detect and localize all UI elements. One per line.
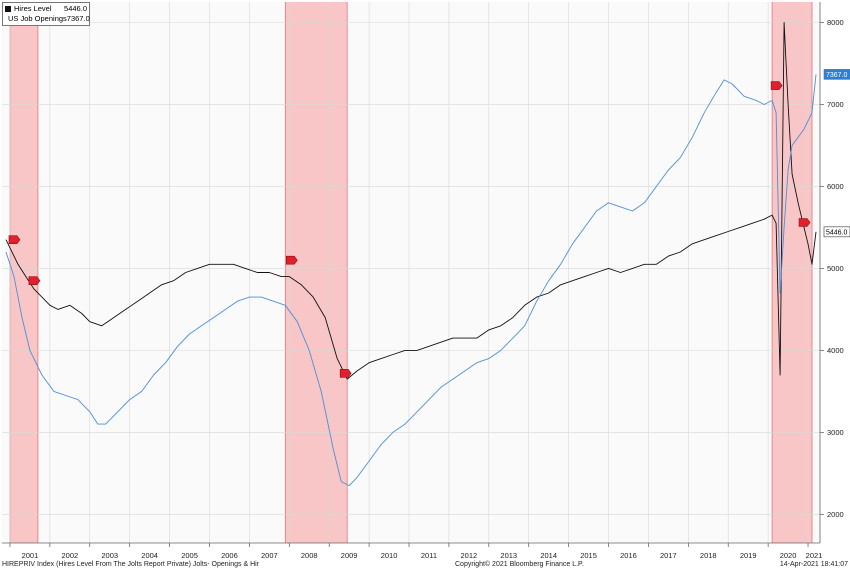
- last-value-text-hires: 5446.0: [826, 229, 848, 236]
- event-marker: [8, 235, 21, 245]
- x-tick-label: 2015: [580, 551, 597, 560]
- legend-item-openings: US Job Openings 7367.0: [5, 14, 90, 24]
- x-tick-label: 2008: [301, 551, 318, 560]
- last-value-tags: 5446.0 7367.0: [823, 69, 850, 238]
- markers: [8, 81, 811, 378]
- series-line-openings: [5, 74, 817, 487]
- recession-band: [285, 2, 348, 543]
- series-lines: [5, 22, 817, 487]
- x-tick-label: 2017: [660, 551, 677, 560]
- event-marker: [285, 255, 298, 265]
- y-tick-label: 8000: [827, 18, 844, 27]
- y-tick-label: 6000: [827, 182, 844, 191]
- x-tick-label: 2005: [181, 551, 198, 560]
- x-tick-label: 2012: [461, 551, 478, 560]
- event-marker: [770, 81, 783, 90]
- y-tick-label: 7000: [827, 100, 844, 109]
- y-tick-label: 2000: [827, 510, 844, 519]
- x-tick-label: 2011: [421, 551, 437, 560]
- legend-item-hires: Hires Level 5446.0: [5, 4, 87, 14]
- x-tick-label: 2001: [22, 551, 39, 560]
- footer-copyright: Copyright© 2021 Bloomberg Finance L.P.: [455, 561, 584, 568]
- plot-area: [2, 2, 820, 543]
- event-marker: [798, 218, 811, 227]
- x-tick-label: 2016: [620, 551, 637, 560]
- y-axis: 2000 3000 4000 5000 6000 7000 8000: [819, 2, 844, 543]
- event-marker: [28, 276, 41, 285]
- recession-band: [9, 2, 38, 543]
- x-tick-label: 2010: [381, 551, 398, 560]
- legend-value-hires: 5446.0: [64, 4, 87, 13]
- legend-value-openings: 7367.0: [66, 14, 90, 23]
- x-tick-label: 2018: [700, 551, 717, 560]
- y-tick-label: 3000: [827, 428, 844, 437]
- grid-lines: [2, 2, 820, 543]
- x-tick-label: 2004: [141, 551, 158, 560]
- x-tick-label: 2003: [101, 551, 118, 560]
- series-line-hires: [5, 22, 817, 380]
- last-value-tag-hires: [823, 226, 850, 238]
- x-tick-label: 2014: [540, 551, 557, 560]
- recession-band: [772, 2, 813, 543]
- event-marker: [339, 369, 352, 378]
- x-tick-label: 2021: [806, 551, 823, 560]
- legend-label-hires: Hires Level: [14, 4, 52, 13]
- footer-source: HIREPRIV Index (Hires Level From The Jol…: [2, 561, 260, 568]
- footer-timestamp: 14-Apr-2021 18:41:07: [779, 561, 848, 568]
- y-tick-label: 5000: [827, 264, 844, 273]
- y-tick-label: 4000: [827, 346, 844, 355]
- x-axis: 2001 2002 2003 2004 2005 2006 2007 2008 2009 2010…: [2, 542, 823, 560]
- legend: Hires Level 5446.0 US Job Openings 7367.…: [2, 2, 90, 26]
- x-tick-label: 2013: [500, 551, 517, 560]
- legend-label-openings: US Job Openings: [8, 14, 67, 23]
- last-value-tag-openings: [823, 69, 850, 80]
- recession-bands: [2, 2, 820, 543]
- x-tick-label: 2009: [341, 551, 358, 560]
- x-tick-label: 2002: [61, 551, 78, 560]
- x-tick-label: 2006: [221, 551, 238, 560]
- last-value-text-openings: 7367.0: [826, 72, 848, 79]
- legend-swatch-hires: [5, 6, 11, 12]
- x-tick-label: 2019: [740, 551, 757, 560]
- x-tick-label: 2020: [780, 551, 797, 560]
- x-tick-label: 2007: [261, 551, 278, 560]
